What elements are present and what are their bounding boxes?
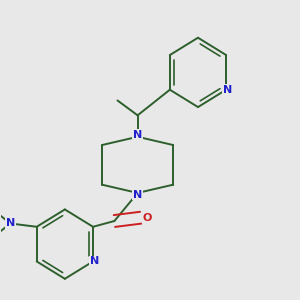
Text: N: N	[90, 256, 99, 266]
Text: N: N	[133, 130, 142, 140]
Text: N: N	[6, 218, 15, 229]
Text: N: N	[133, 190, 142, 200]
Text: O: O	[143, 213, 152, 223]
Text: N: N	[223, 85, 232, 95]
